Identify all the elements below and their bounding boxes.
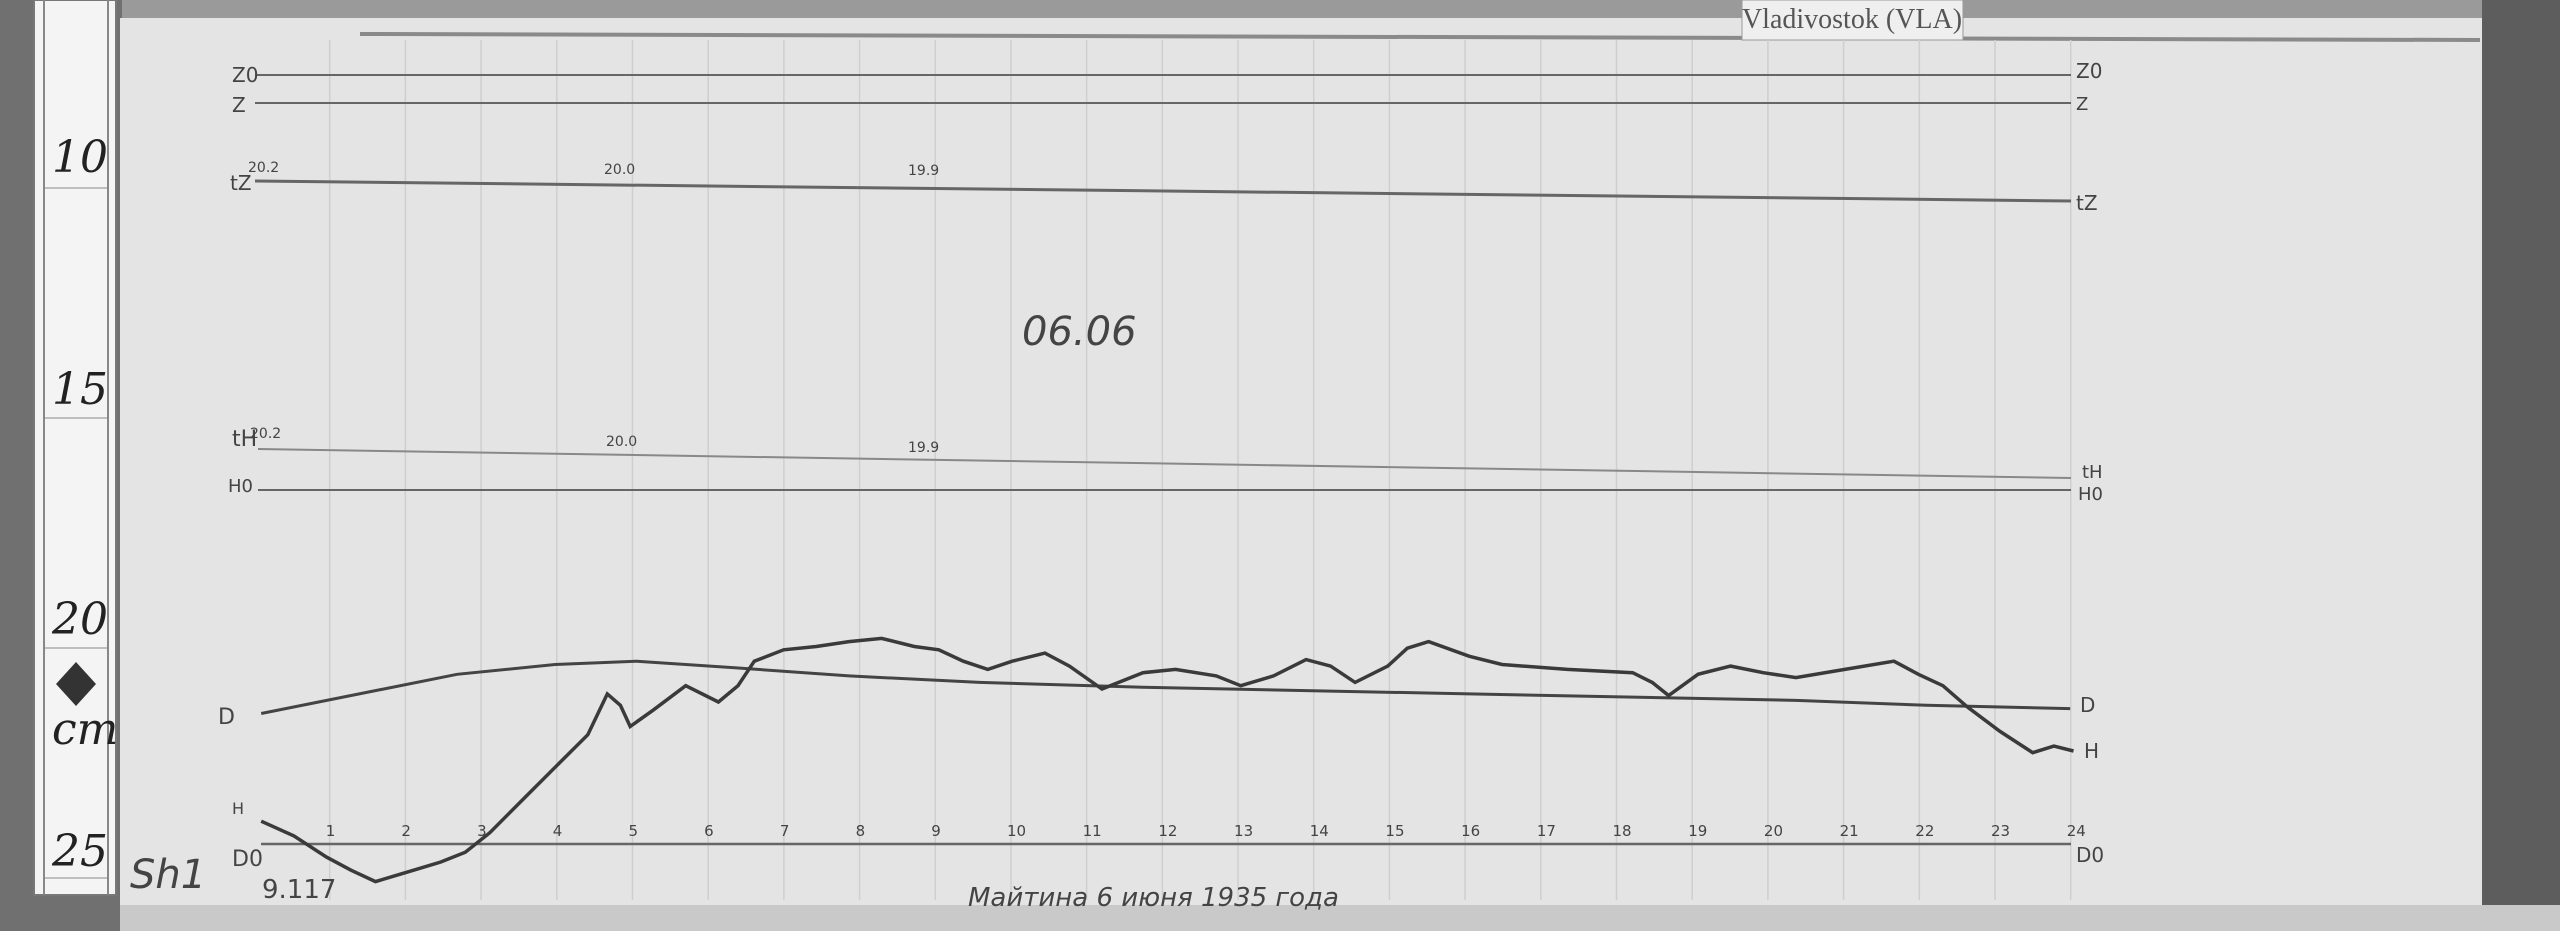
ruler-mark-10: 10 — [52, 132, 108, 183]
hour-label: 13 — [1234, 822, 1253, 840]
hour-label: 1 — [326, 822, 336, 840]
scale-ruler: 10 15 20 25 cm — [33, 0, 118, 896]
hour-label: 24 — [2067, 822, 2086, 840]
hour-label: 18 — [1613, 822, 1632, 840]
h-base-left-label: H — [232, 799, 244, 818]
hour-label: 3 — [477, 822, 487, 840]
d0-right-label: D0 — [2076, 843, 2104, 867]
station-label-box — [1741, 0, 1964, 41]
hour-label: 16 — [1461, 822, 1480, 840]
ruler-unit: cm — [52, 704, 118, 755]
h0-right-label: H0 — [2078, 484, 2103, 505]
th-temp-reading-3: 19.9 — [908, 440, 939, 456]
temp-reading-1: 20.2 — [248, 160, 279, 176]
th-temp-reading-1: 20.2 — [250, 426, 281, 442]
th-temperature-trace — [257, 448, 2072, 479]
hour-label: 11 — [1083, 822, 1102, 840]
th-right-label: tH — [2082, 462, 2103, 483]
hour-label: 14 — [1310, 822, 1329, 840]
hour-label: 2 — [401, 822, 411, 840]
ruler-diamond-icon — [56, 662, 96, 706]
hour-label: 10 — [1007, 822, 1026, 840]
d-left-label: D — [218, 705, 235, 730]
h0-left-label: H0 — [228, 476, 253, 497]
hour-label: 21 — [1840, 822, 1859, 840]
z-right-label: Z — [2076, 94, 2088, 115]
hour-label: 4 — [553, 822, 563, 840]
d0-left-label: D0 — [232, 847, 263, 872]
ruler-mark-25: 25 — [51, 826, 108, 877]
hour-label: 17 — [1537, 822, 1556, 840]
tz-temperature-trace — [254, 179, 2072, 203]
hour-label: 9 — [931, 822, 941, 840]
h-horizontal-curve — [260, 636, 2074, 884]
d-right-label: D — [2080, 693, 2095, 717]
h-right-label: H — [2084, 739, 2099, 763]
z0-right-label: Z0 — [2076, 59, 2102, 83]
z0-left-label: Z0 — [232, 63, 258, 87]
d-declination-curve — [260, 659, 2071, 715]
temp-reading-2: 20.0 — [604, 162, 635, 178]
hour-label: 23 — [1991, 822, 2010, 840]
paper-fold-line — [359, 32, 2481, 42]
right-edge — [2482, 0, 2560, 931]
sheet-number: 9.117 — [262, 875, 336, 905]
hour-label: 7 — [780, 822, 790, 840]
bottom-edge — [120, 905, 2560, 931]
hour-label: 6 — [704, 822, 714, 840]
ruler-mark-15: 15 — [52, 364, 108, 415]
sheet-code: Sh1 — [130, 852, 206, 898]
hour-label: 12 — [1158, 822, 1177, 840]
hour-label: 20 — [1764, 822, 1783, 840]
hour-label: 8 — [856, 822, 866, 840]
paper-sheet — [120, 18, 2482, 908]
hour-label: 15 — [1385, 822, 1404, 840]
th-temp-reading-2: 20.0 — [606, 434, 637, 450]
tz-right-label: tZ — [2076, 191, 2098, 215]
th-left-label: tH — [232, 427, 257, 452]
ruler-mark-20: 20 — [51, 594, 108, 645]
z-left-label: Z — [232, 93, 246, 117]
footer-note: Майтина 6 июня 1935 года — [968, 883, 1339, 913]
tz-left-label: tZ — [230, 171, 252, 195]
station-label: Vladivostok (VLA) — [1742, 4, 1962, 35]
hour-label: 5 — [628, 822, 638, 840]
hour-label: 22 — [1915, 822, 1934, 840]
hour-label: 19 — [1688, 822, 1707, 840]
date-mark: 06.06 — [1022, 309, 1137, 355]
temp-reading-3: 19.9 — [908, 163, 939, 179]
